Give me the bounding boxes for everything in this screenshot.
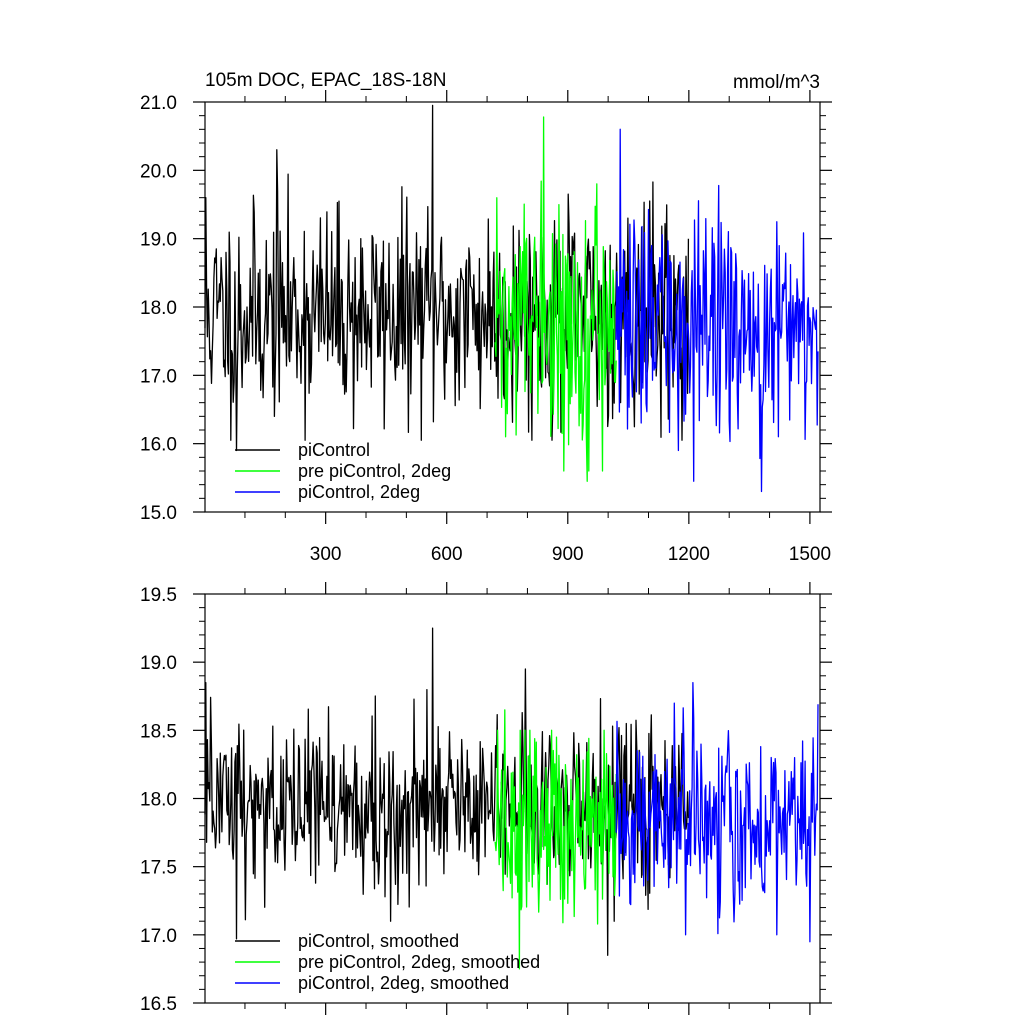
y-tick-label: 17.0 [140,366,177,387]
y-tick-label: 19.0 [140,230,177,251]
bottom-panel: 16.5 17.0 17.5 18.0 18.5 19.0 19.5 piControl, … [140,582,832,1015]
series-line-1-1 [494,709,617,970]
x-tick-label: 300 [310,544,342,565]
y-tick-label: 19.5 [140,585,177,606]
legend-label-1: pre piControl, 2deg, smoothed [298,952,540,972]
top-panel-series [204,104,819,493]
legend-label-0: piControl [298,440,370,460]
legend-label-2: piControl, 2deg, smoothed [298,973,509,993]
series-line-0-0 [204,104,690,452]
x-tick-label: 1200 [668,544,710,565]
y-tick-label: 19.0 [140,653,177,674]
series-line-0-1 [494,116,617,482]
y-tick-label: 21.0 [140,93,177,114]
bottom-panel-axes: 16.5 17.0 17.5 18.0 18.5 19.0 19.5 [140,582,832,1015]
x-tick-label: 600 [431,544,463,565]
series-line-0-2 [615,128,819,493]
series-line-1-0 [204,627,690,956]
y-tick-label: 20.0 [140,161,177,182]
y-tick-label: 17.5 [140,858,177,879]
series-line-1-2 [615,681,819,943]
legend-label-0: piControl, smoothed [298,931,459,951]
legend-label-1: pre piControl, 2deg [298,461,451,481]
top-panel-title: 105m DOC, EPAC_18S-18N [205,70,446,91]
y-tick-label: 16.5 [140,994,177,1015]
y-tick-label: 16.0 [140,435,177,456]
top-panel-units: mmol/m^3 [733,72,820,93]
x-tick-label: 900 [552,544,584,565]
legend-label-2: piControl, 2deg [298,482,420,502]
y-tick-label: 18.0 [140,298,177,319]
y-tick-label: 18.5 [140,721,177,742]
bottom-panel-series [204,627,819,970]
x-tick-label: 1500 [789,544,831,565]
y-tick-label: 15.0 [140,503,177,524]
top-panel-axes: 15.0 16.0 17.0 18.0 19.0 20.0 21.0 300 600 900 120… [140,90,832,565]
y-tick-label: 18.0 [140,790,177,811]
top-panel: 105m DOC, EPAC_18S-18N mmol/m^3 15.0 16.0… [140,70,832,565]
y-tick-label: 17.0 [140,926,177,947]
